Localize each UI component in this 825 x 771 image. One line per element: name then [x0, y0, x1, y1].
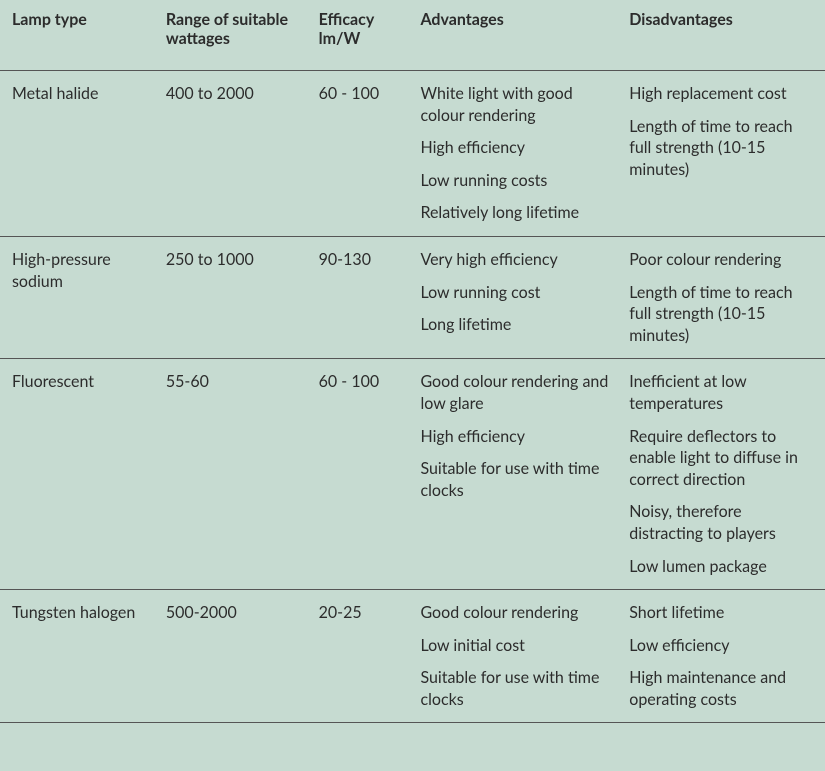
table-header-row: Lamp type Range of suitable wattages Eff…	[0, 0, 825, 71]
advantage-item: Relatively long lifetime	[420, 202, 613, 224]
cell-efficacy: 20-25	[311, 590, 413, 723]
cell-wattage: 500-2000	[158, 590, 311, 723]
disadvantage-item: Low lumen package	[629, 556, 817, 578]
col-header-lamp-type: Lamp type	[0, 0, 158, 71]
cell-efficacy: 90-130	[311, 236, 413, 358]
disadvantage-item: High maintenance and operating costs	[629, 667, 817, 710]
cell-wattage: 55-60	[158, 359, 311, 590]
advantage-item: High efficiency	[420, 426, 613, 448]
advantage-item: Suitable for use with time clocks	[420, 667, 613, 710]
advantage-item: High efficiency	[420, 137, 613, 159]
advantage-item: Low running costs	[420, 170, 613, 192]
table-row: Metal halide400 to 200060 - 100White lig…	[0, 71, 825, 237]
advantage-item: Very high efficiency	[420, 249, 613, 271]
advantage-item: Long lifetime	[420, 314, 613, 336]
advantage-item: Low initial cost	[420, 635, 613, 657]
cell-lamp-type: High-pressure sodium	[0, 236, 158, 358]
cell-lamp-type: Fluorescent	[0, 359, 158, 590]
advantage-item: Suitable for use with time clocks	[420, 458, 613, 501]
lamp-comparison-table: Lamp type Range of suitable wattages Eff…	[0, 0, 825, 723]
disadvantage-item: Low efficiency	[629, 635, 817, 657]
cell-disadvantages: High replacement cost Length of time to r…	[621, 71, 825, 237]
cell-lamp-type: Tungsten halogen	[0, 590, 158, 723]
advantage-item: White light with good colour rendering	[420, 83, 613, 126]
disadvantage-item: Inefficient at low temperatures	[629, 371, 817, 414]
disadvantage-item: High replacement cost	[629, 83, 817, 105]
col-header-wattage: Range of suitable wattages	[158, 0, 311, 71]
disadvantage-item: Require deflectors to enable light to di…	[629, 426, 817, 491]
disadvantage-item: Short lifetime	[629, 602, 817, 624]
cell-disadvantages: Poor colour rendering Length of time to r…	[621, 236, 825, 358]
disadvantage-item: Length of time to reach full strength (1…	[629, 282, 817, 347]
disadvantage-item: Length of time to reach full strength (1…	[629, 116, 817, 181]
disadvantage-item: Noisy, therefore distracting to players	[629, 501, 817, 544]
advantage-item: Low running cost	[420, 282, 613, 304]
cell-disadvantages: Short lifetime Low efficiency High mainten…	[621, 590, 825, 723]
table-row: High-pressure sodium250 to 100090-130Ver…	[0, 236, 825, 358]
advantage-item: Good colour rendering	[420, 602, 613, 624]
cell-lamp-type: Metal halide	[0, 71, 158, 237]
col-header-advantages: Advantages	[412, 0, 621, 71]
cell-advantages: White light with good colour rendering Hi…	[412, 71, 621, 237]
col-header-disadvantages: Disadvantages	[621, 0, 825, 71]
table-row: Fluorescent55-6060 - 100Good colour rend…	[0, 359, 825, 590]
table-body: Metal halide400 to 200060 - 100White lig…	[0, 71, 825, 723]
cell-wattage: 400 to 2000	[158, 71, 311, 237]
cell-advantages: Very high efficiency Low running cost Long…	[412, 236, 621, 358]
cell-disadvantages: Inefficient at low temperatures Require d…	[621, 359, 825, 590]
col-header-efficacy: Efficacy lm/W	[311, 0, 413, 71]
cell-advantages: Good colour rendering Low initial cost Sui…	[412, 590, 621, 723]
table-row: Tungsten halogen500-200020-25Good colour…	[0, 590, 825, 723]
cell-wattage: 250 to 1000	[158, 236, 311, 358]
cell-efficacy: 60 - 100	[311, 359, 413, 590]
advantage-item: Good colour rendering and low glare	[420, 371, 613, 414]
cell-efficacy: 60 - 100	[311, 71, 413, 237]
cell-advantages: Good colour rendering and low glare High …	[412, 359, 621, 590]
disadvantage-item: Poor colour rendering	[629, 249, 817, 271]
